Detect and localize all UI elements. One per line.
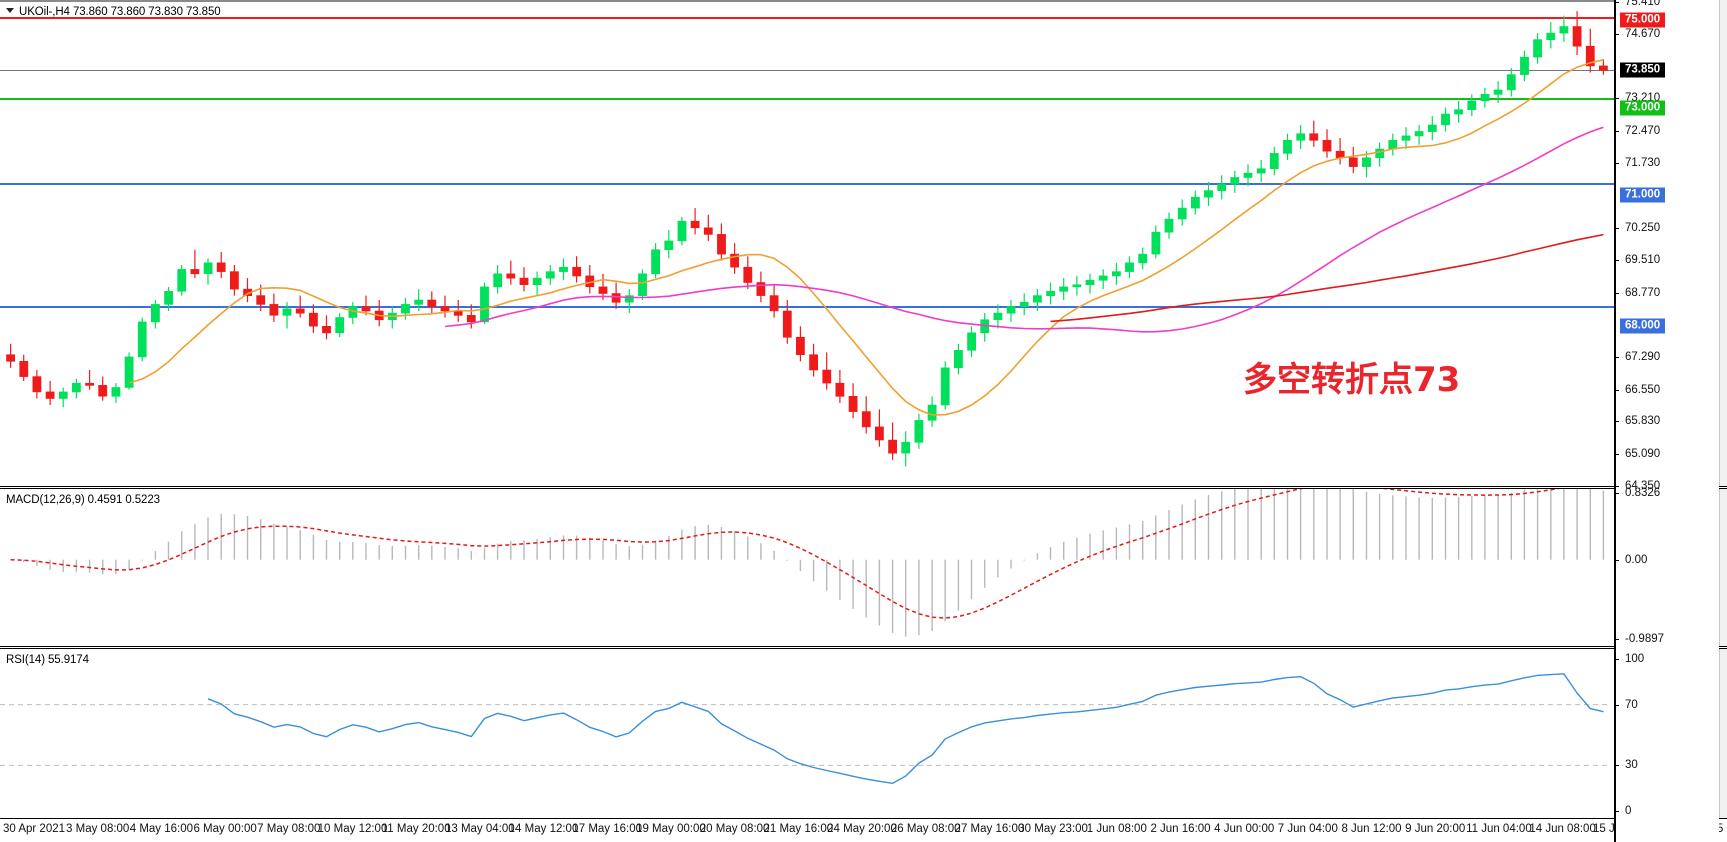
time-axis-label: 6 May 00:00 <box>193 823 257 835</box>
time-axis[interactable]: 30 Apr 2021 3 May 08:00 4 May 16:00 6 May 0… <box>0 818 1727 842</box>
time-axis-label: 8 Jun 12:00 <box>1341 823 1402 835</box>
rsi-tick-label: 100 <box>1625 653 1645 665</box>
rsi-pane[interactable] <box>0 649 1614 818</box>
price-badge-68.000[interactable]: 68.000 <box>1620 318 1666 334</box>
symbol-info-text: UKOil-,H4 73.860 73.860 73.830 73.850 <box>19 6 221 18</box>
time-axis-label: 2 Jun 16:00 <box>1150 823 1211 835</box>
price-tick <box>1614 34 1619 36</box>
price-tick <box>1614 453 1619 455</box>
price-axis-line <box>1614 0 1616 842</box>
time-axis-label: 21 May 16:00 <box>763 823 834 835</box>
price-tick-label: 65.090 <box>1625 447 1661 460</box>
rsi-tick <box>1614 811 1619 812</box>
price-tick <box>1614 260 1619 262</box>
price-tick-label: 68.770 <box>1625 286 1661 299</box>
macd-tick <box>1614 639 1619 640</box>
time-axis-label: 14 May 12:00 <box>508 823 579 835</box>
price-tick-label: 72.470 <box>1625 124 1661 137</box>
rsi-tick-label: 0 <box>1625 805 1632 817</box>
price-chart-pane[interactable] <box>0 2 1614 486</box>
chevron-down-icon[interactable] <box>6 8 14 14</box>
time-axis-label: 7 Jun 04:00 <box>1277 823 1338 835</box>
time-axis-label: 27 May 16:00 <box>954 823 1025 835</box>
rsi-tick <box>1614 659 1619 660</box>
rsi-series-canvas <box>0 673 1610 785</box>
level-line-71 <box>0 183 1614 185</box>
rsi-label: RSI(14) 55.9174 <box>6 654 89 666</box>
time-axis-label: 26 May 08:00 <box>890 823 961 835</box>
time-axis-label: 4 May 16:00 <box>129 823 194 835</box>
macd-tick-label: 0.00 <box>1625 553 1648 566</box>
price-tick-label: 70.250 <box>1625 221 1661 234</box>
price-tick <box>1614 389 1619 391</box>
rsi-tick <box>1614 704 1619 706</box>
time-axis-label: 1 Jun 08:00 <box>1086 823 1147 835</box>
price-tick-label: 67.290 <box>1625 351 1661 364</box>
price-tick <box>1614 163 1619 164</box>
level-line-73 <box>0 98 1614 100</box>
pane-separator-1 <box>0 486 1727 489</box>
time-axis-label: 19 May 00:00 <box>636 823 706 835</box>
time-axis-label: 11 May 20:00 <box>381 823 451 835</box>
right-gutter <box>1719 0 1727 842</box>
price-series-canvas <box>6 11 1608 467</box>
time-axis-label: 3 May 08:00 <box>66 823 130 835</box>
price-tick-label: 66.550 <box>1625 383 1661 396</box>
time-axis-label: 30 Apr 2021 <box>2 823 66 835</box>
macd-label: MACD(12,26,9) 0.4591 0.5223 <box>6 494 160 506</box>
time-axis-label: 9 Jun 20:00 <box>1405 823 1466 835</box>
time-axis-label: 30 May 23:00 <box>1018 823 1088 835</box>
price-badge-75.000[interactable]: 75.000 <box>1620 12 1666 28</box>
price-tick <box>1614 130 1619 132</box>
macd-tick <box>1614 493 1619 494</box>
time-axis-label: 17 May 16:00 <box>572 823 643 835</box>
time-axis-label: 14 Jun 08:00 <box>1529 823 1596 835</box>
symbol-info-label: UKOil-,H4 73.860 73.860 73.830 73.850 <box>6 6 221 18</box>
price-tick <box>1614 357 1619 359</box>
macd-tick <box>1614 559 1619 561</box>
time-axis-label: 20 May 08:00 <box>699 823 770 835</box>
price-tick <box>1614 421 1619 423</box>
level-line-68 <box>0 306 1614 308</box>
price-badge-73.850[interactable]: 73.850 <box>1620 62 1666 78</box>
time-axis-label: 24 May 20:00 <box>827 823 897 835</box>
rsi-tick-label: 70 <box>1625 698 1638 711</box>
macd-series-canvas <box>10 489 1605 637</box>
window-top-border <box>0 0 1727 2</box>
rsi-tick <box>1614 765 1619 767</box>
macd-pane[interactable] <box>0 489 1614 646</box>
time-axis-label: 7 May 08:00 <box>257 823 321 835</box>
price-tick-label: 65.830 <box>1625 415 1661 428</box>
pane-separator-2 <box>0 646 1727 649</box>
price-axis[interactable] <box>1616 0 1719 842</box>
current-price-line <box>0 70 1614 71</box>
time-axis-label: 11 Jun 04:00 <box>1466 823 1532 835</box>
level-line-75 <box>0 17 1614 19</box>
macd-tick-label: -0.9897 <box>1625 633 1665 645</box>
price-tick <box>1614 98 1619 100</box>
price-tick <box>1614 227 1619 229</box>
price-badge-71.000[interactable]: 71.000 <box>1620 187 1666 203</box>
price-tick-label: 69.510 <box>1625 254 1661 267</box>
price-tick <box>1614 2 1619 3</box>
price-tick <box>1614 486 1619 487</box>
price-tick <box>1614 292 1619 294</box>
price-badge-73.000[interactable]: 73.000 <box>1620 100 1666 115</box>
macd-tick-label: 0.8326 <box>1625 487 1661 499</box>
rsi-tick-label: 30 <box>1625 759 1638 772</box>
price-tick-label: 74.670 <box>1625 28 1661 41</box>
price-tick-label: 75.410 <box>1625 0 1661 8</box>
price-tick-label: 64.350 <box>1625 480 1661 492</box>
time-axis-label: 4 Jun 00:00 <box>1214 823 1275 835</box>
chart-annotation-text: 多空转折点73 <box>1243 360 1461 400</box>
price-tick-label: 71.730 <box>1625 157 1661 169</box>
time-axis-label: 13 May 04:00 <box>444 823 515 835</box>
time-axis-label: 10 May 12:00 <box>317 823 388 835</box>
